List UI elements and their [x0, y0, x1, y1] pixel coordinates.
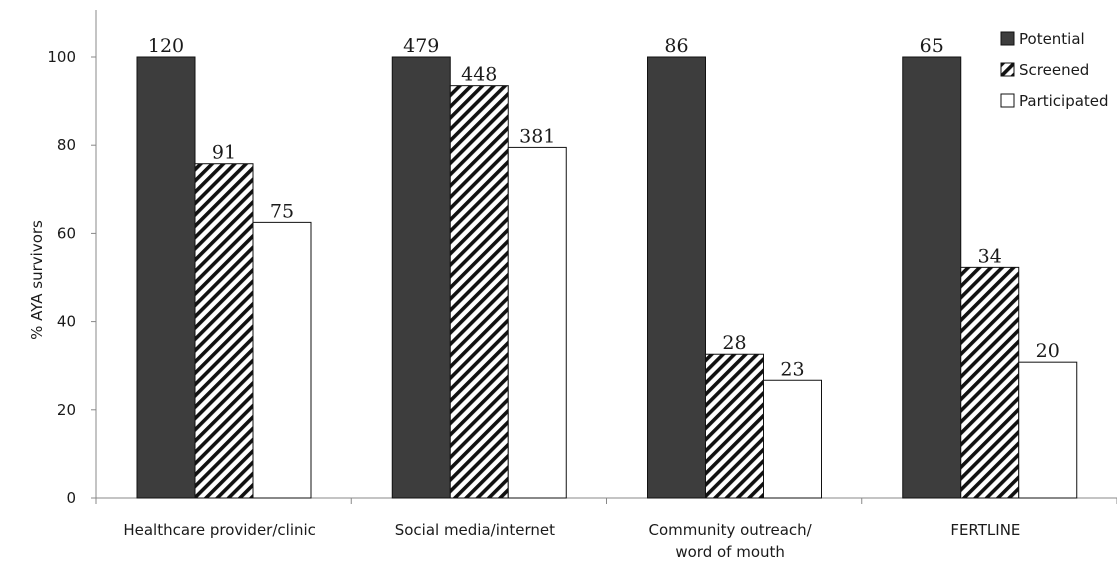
- data-label-participated: 75: [270, 200, 294, 222]
- data-label-screened: 28: [722, 332, 746, 354]
- bars: [136, 56, 1078, 499]
- y-tick-label: 100: [47, 48, 76, 66]
- x-category-label: Community outreach/word of mouth: [649, 521, 813, 561]
- bar-potential: [647, 56, 706, 499]
- data-label-screened: 34: [978, 245, 1002, 267]
- y-tick-label: 20: [57, 401, 76, 419]
- bar-participated: [763, 379, 822, 499]
- x-category-label: Healthcare provider/clinic: [123, 521, 316, 539]
- data-label-participated: 23: [780, 358, 804, 380]
- data-label-potential: 479: [403, 35, 439, 57]
- y-tick-label: 40: [57, 313, 76, 331]
- y-tick-label: 60: [57, 224, 76, 242]
- y-tick-label: 0: [66, 489, 76, 507]
- data-label-screened: 448: [461, 64, 497, 86]
- axes: 0 20 40 60 80 100 Healthcare provider/clinic So…: [47, 10, 1117, 561]
- y-axis-label: % AYA survivors: [28, 220, 46, 340]
- data-labels: 120 91 75 479 448 381 86 28 23 65 34 20: [148, 35, 1060, 380]
- data-label-potential: 65: [920, 35, 944, 57]
- legend-swatch-potential: [1000, 31, 1015, 46]
- x-category-label: Social media/internet: [395, 521, 555, 539]
- legend-swatch-screened: [1000, 62, 1015, 77]
- bar-participated: [252, 221, 312, 499]
- legend-label-potential: Potential: [1019, 30, 1085, 48]
- data-label-participated: 20: [1036, 340, 1060, 362]
- bar-screened: [449, 85, 509, 499]
- bar-screened: [960, 266, 1020, 499]
- data-label-screened: 91: [212, 142, 236, 164]
- bar-screened: [194, 163, 254, 499]
- data-label-participated: 381: [519, 125, 555, 147]
- bar-screened: [705, 353, 764, 499]
- data-label-potential: 120: [148, 35, 184, 57]
- x-category-label: FERTLINE: [950, 521, 1020, 539]
- bar-potential: [136, 56, 196, 499]
- legend: Potential Screened Participated: [1000, 30, 1109, 110]
- y-tick-label: 80: [57, 136, 76, 154]
- bar-participated: [1018, 361, 1078, 499]
- legend-label-screened: Screened: [1019, 61, 1089, 79]
- bar-potential: [391, 56, 451, 499]
- bar-potential: [902, 56, 962, 499]
- data-label-potential: 86: [664, 35, 688, 57]
- legend-label-participated: Participated: [1019, 92, 1109, 110]
- legend-swatch-participated: [1000, 93, 1015, 108]
- bar-participated: [507, 146, 567, 499]
